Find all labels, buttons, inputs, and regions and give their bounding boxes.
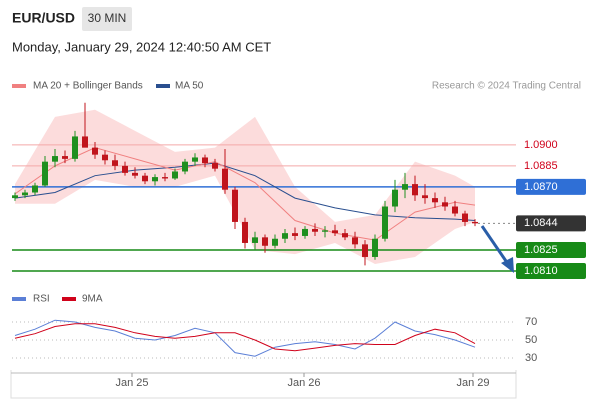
legend-label: RSI: [33, 294, 50, 305]
credit: Research © 2024 Trading Central: [432, 81, 581, 92]
candle-body: [222, 168, 228, 190]
x-tick-label: Jan 26: [287, 377, 320, 389]
candle-body: [212, 163, 218, 169]
candle-body: [432, 198, 438, 203]
candle-body: [292, 233, 298, 236]
indicator-line: [14, 319, 476, 357]
candle-body: [192, 157, 198, 162]
candle-body: [262, 237, 268, 246]
level-label: 1.0885: [524, 160, 558, 172]
candle-body: [252, 237, 258, 243]
arrow-head: [501, 257, 514, 273]
rsi-panel: 70 50 30: [12, 316, 537, 364]
candle-body: [342, 233, 348, 238]
candle-body: [122, 165, 128, 173]
candle-body: [232, 189, 238, 222]
candle-body: [392, 189, 398, 207]
symbol: EUR/USD: [12, 10, 75, 26]
candle-body: [442, 202, 448, 207]
candle-body: [372, 238, 378, 257]
datetime: Monday, January 29, 2024 12:40:50 AM CET: [12, 39, 271, 54]
x-tick-label: Jan 25: [115, 377, 148, 389]
candle-body: [62, 156, 68, 159]
candle-body: [352, 237, 358, 245]
level-box: [516, 262, 586, 279]
candle-body: [302, 228, 308, 236]
legend-swatch: [12, 297, 26, 301]
candle-body: [152, 177, 158, 182]
legend-label: MA 50: [175, 81, 204, 92]
candle-body: [422, 195, 428, 199]
candle-body: [282, 233, 288, 239]
candle-body: [112, 160, 118, 166]
candle-body: [82, 136, 88, 148]
candle-body: [32, 185, 38, 193]
candle-body: [182, 161, 188, 172]
candle-body: [412, 184, 418, 196]
candle-body: [202, 157, 208, 164]
legend-label: MA 20 + Bollinger Bands: [33, 81, 143, 92]
candle-body: [272, 238, 278, 246]
candle-body: [462, 213, 468, 222]
y-tick-label: 70: [525, 316, 537, 328]
candle-body: [132, 172, 138, 176]
timeframe[interactable]: 30 MIN: [88, 11, 127, 25]
level-label: 1.0900: [524, 139, 558, 151]
level-label: 1.0844: [524, 217, 558, 229]
legend-swatch: [62, 297, 76, 301]
candle-body: [242, 221, 248, 243]
candle-body: [22, 192, 28, 196]
legend-swatch: [156, 84, 170, 88]
candle-body: [362, 244, 368, 257]
timeframe-box[interactable]: [82, 7, 132, 31]
candle-body: [102, 154, 108, 161]
x-tick-label: Jan 29: [456, 377, 489, 389]
level-box: [516, 178, 586, 195]
candle-body: [52, 156, 58, 162]
level-box: [516, 241, 586, 258]
candle-body: [382, 206, 388, 239]
candle-body: [452, 206, 458, 214]
candle-body: [322, 230, 328, 232]
legend-label: 9MA: [82, 294, 103, 305]
frame: [10, 370, 517, 399]
candle-body: [162, 177, 168, 179]
candle-body: [42, 161, 48, 186]
candle-body: [72, 136, 78, 159]
level-box: [516, 215, 586, 232]
candle-body: [142, 175, 148, 182]
candle-body: [312, 228, 318, 232]
forecast-arrow: [480, 225, 510, 265]
level-label: 1.0810: [524, 265, 558, 277]
legend-swatch: [12, 84, 26, 88]
y-tick-label: 30: [525, 352, 537, 364]
price-panel: 1.0900 1.0885 1.0870 1.0844 1.0825 1.0810 Jan …: [12, 102, 586, 389]
level-label: 1.0825: [524, 244, 558, 256]
y-tick-label: 50: [525, 334, 537, 346]
ma-line: [14, 162, 476, 222]
candle-body: [332, 230, 338, 234]
level-label: 1.0870: [524, 181, 558, 193]
indicator-line: [14, 323, 476, 352]
candle-body: [472, 221, 478, 224]
candle-body: [12, 195, 18, 199]
candle-body: [92, 147, 98, 155]
candle-body: [402, 184, 408, 190]
candle-body: [172, 171, 178, 179]
